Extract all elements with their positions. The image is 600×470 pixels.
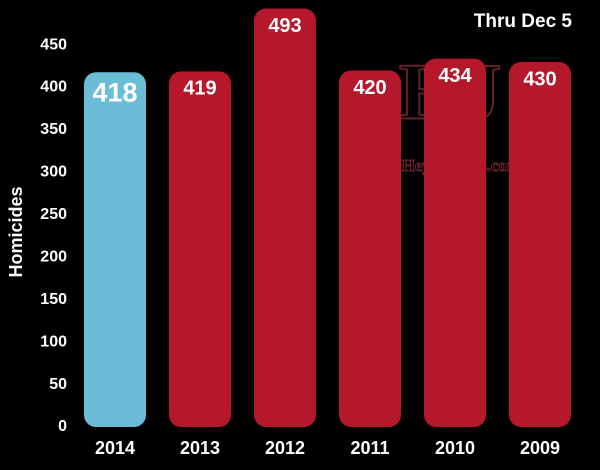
bar — [509, 62, 571, 428]
y-tick-label: 50 — [49, 376, 67, 393]
value-label: 493 — [268, 15, 301, 37]
bar — [254, 8, 316, 428]
value-label: 434 — [438, 65, 472, 87]
x-tick-label: 2014 — [95, 438, 135, 458]
y-tick-label: 150 — [40, 291, 67, 308]
y-tick-label: 450 — [40, 36, 67, 53]
value-label: 430 — [523, 68, 556, 90]
bar — [84, 72, 146, 427]
y-tick-label: 0 — [58, 418, 67, 435]
bar — [169, 71, 231, 428]
value-label: 419 — [183, 78, 216, 100]
y-tick-label: 100 — [40, 333, 67, 350]
value-label: 420 — [353, 77, 386, 99]
y-tick-label: 300 — [40, 164, 67, 181]
x-tick-label: 2011 — [350, 438, 389, 458]
chart-title: Thru Dec 5 — [474, 11, 573, 32]
value-label: 418 — [92, 77, 137, 107]
y-tick-label: 200 — [40, 248, 67, 265]
x-tick-label: 2010 — [435, 438, 475, 458]
x-tick-label: 2012 — [265, 438, 305, 458]
x-tick-label: 2013 — [180, 438, 220, 458]
y-tick-label: 250 — [40, 206, 67, 223]
x-tick-label: 2009 — [520, 438, 560, 458]
bar — [424, 58, 486, 428]
y-tick-label: 400 — [40, 79, 67, 96]
y-tick-label: 350 — [40, 121, 67, 138]
bar — [339, 70, 401, 427]
y-axis-label: Homicides — [6, 186, 26, 277]
